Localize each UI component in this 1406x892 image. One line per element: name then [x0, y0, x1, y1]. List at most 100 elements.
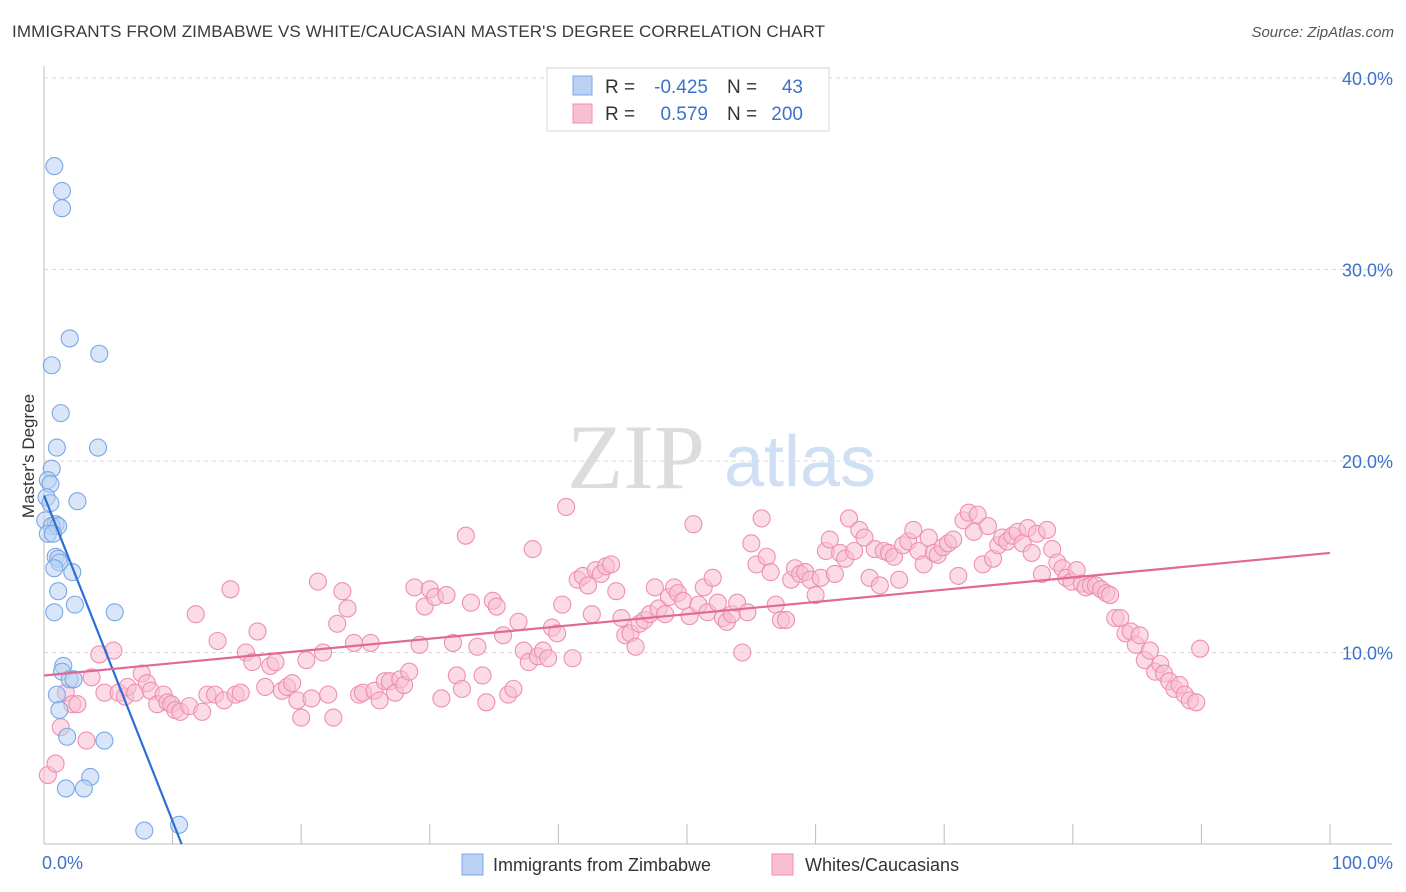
whites-point-83: [494, 626, 513, 645]
whites-point-101: [582, 605, 601, 624]
whites-point-164: [890, 570, 909, 589]
chart-title: IMMIGRANTS FROM ZIMBABWE VS WHITE/CAUCAS…: [12, 22, 826, 41]
whites-point-207: [1101, 585, 1120, 605]
y-tick-label-20: 20.0%: [1342, 452, 1393, 472]
bottom-legend: Immigrants from Zimbabwe Whites/Caucasia…: [461, 853, 959, 876]
whites-point-5: [68, 695, 87, 714]
x-tick-label-min: 0.0%: [42, 853, 83, 873]
whites-point-127: [708, 593, 727, 612]
bottom-legend-label-zimbabwe: Immigrants from Zimbabwe: [493, 855, 711, 875]
legend-n-value-zimbabwe: 43: [782, 77, 803, 98]
axes: [43, 66, 1392, 845]
whites-point-47: [308, 572, 327, 591]
whites-point-225: [1191, 639, 1210, 658]
whites-point-29: [208, 631, 227, 651]
whites-point-132: [733, 643, 752, 662]
whites-point-167: [904, 520, 923, 539]
legend: R = -0.425 N = 43 R = 0.579 N = 200: [546, 67, 830, 132]
whites-point-82: [487, 597, 506, 616]
whites-point-141: [776, 610, 796, 629]
zimbabwe-point-36: [58, 727, 77, 746]
legend-box: [546, 67, 830, 132]
whites-point-137: [757, 547, 776, 566]
whites-point-155: [845, 541, 864, 561]
y-tick-label-10: 10.0%: [1342, 644, 1393, 664]
legend-n-value-whites: 200: [771, 104, 803, 125]
whites-point-25: [186, 605, 205, 624]
whites-point-85: [504, 679, 523, 698]
legend-swatch-zimbabwe: [572, 75, 593, 96]
bottom-legend-swatch-zimbabwe: [461, 853, 484, 876]
zimbabwe-point-35: [50, 700, 69, 720]
zimbabwe-point-29: [105, 603, 124, 622]
whites-point-182: [978, 517, 997, 536]
grid-lines: [44, 77, 1392, 653]
whites-point-45: [297, 651, 316, 670]
whites-point-133: [738, 603, 757, 622]
zimbabwe-point-6: [51, 404, 70, 423]
whites-point-7: [82, 668, 101, 687]
bottom-legend-label-whites: Whites/Caucasians: [805, 855, 959, 875]
whites-point-213: [1130, 626, 1149, 645]
zimbabwe-point-7: [47, 438, 66, 457]
whites-point-65: [400, 662, 419, 681]
whites-point-37: [256, 677, 275, 697]
watermark-zip: ZIP: [567, 406, 705, 508]
whites-point-175: [944, 530, 963, 549]
whites-point-97: [563, 649, 582, 668]
zimbabwe-point-33: [64, 670, 83, 689]
legend-swatch-whites: [572, 103, 593, 124]
zimbabwe-point-40: [74, 779, 93, 798]
whites-point-105: [602, 555, 621, 574]
series-whites-points: [38, 497, 1210, 785]
whites-point-147: [806, 585, 825, 605]
whites-point-191: [1022, 543, 1041, 562]
trend-lines: [42, 495, 1331, 845]
whites-point-72: [437, 585, 456, 605]
legend-r-label-zimbabwe: R =: [605, 77, 635, 98]
whites-point-1: [46, 754, 65, 773]
whites-point-154: [839, 509, 859, 528]
whites-point-44: [292, 708, 311, 727]
whites-point-36: [248, 622, 267, 641]
whites-point-6: [77, 731, 96, 750]
series-zimbabwe-points: [36, 157, 189, 840]
legend-n-label-zimbabwe: N =: [727, 77, 757, 98]
whites-point-80: [477, 693, 496, 712]
whites-point-59: [370, 691, 389, 710]
whites-point-50: [324, 708, 343, 727]
whites-point-95: [553, 595, 572, 614]
whites-point-106: [607, 582, 626, 601]
legend-r-value-zimbabwe: -0.425: [654, 77, 708, 98]
zimbabwe-point-13: [68, 492, 87, 511]
whites-point-51: [328, 614, 347, 633]
whites-point-136: [752, 509, 771, 528]
whites-point-75: [452, 679, 472, 698]
zimbabwe-point-39: [56, 779, 75, 798]
whites-point-114: [645, 578, 664, 597]
whites-point-151: [825, 564, 844, 584]
whites-point-116: [656, 605, 675, 624]
whites-point-73: [443, 633, 462, 652]
whites-point-176: [949, 566, 968, 585]
whites-point-107: [612, 608, 631, 628]
zimbabwe-point-5: [42, 356, 61, 375]
whites-point-150: [820, 530, 839, 549]
zimbabwe-point-1: [52, 181, 72, 201]
whites-point-169: [914, 555, 933, 574]
whites-point-33: [231, 683, 250, 702]
y-axis-label: Master's Degree: [19, 394, 38, 518]
whites-point-42: [283, 674, 302, 693]
whites-point-53: [338, 599, 357, 618]
whites-point-100: [578, 576, 598, 595]
whites-point-160: [870, 576, 889, 595]
whites-point-49: [319, 685, 338, 704]
whites-point-110: [626, 637, 645, 656]
whites-point-96: [557, 497, 576, 517]
y-tick-label-30: 30.0%: [1342, 261, 1393, 281]
whites-point-134: [742, 534, 761, 553]
whites-point-26: [193, 702, 212, 721]
zimbabwe-point-8: [88, 438, 108, 457]
whites-point-89: [523, 540, 542, 559]
zimbabwe-point-3: [60, 329, 79, 348]
